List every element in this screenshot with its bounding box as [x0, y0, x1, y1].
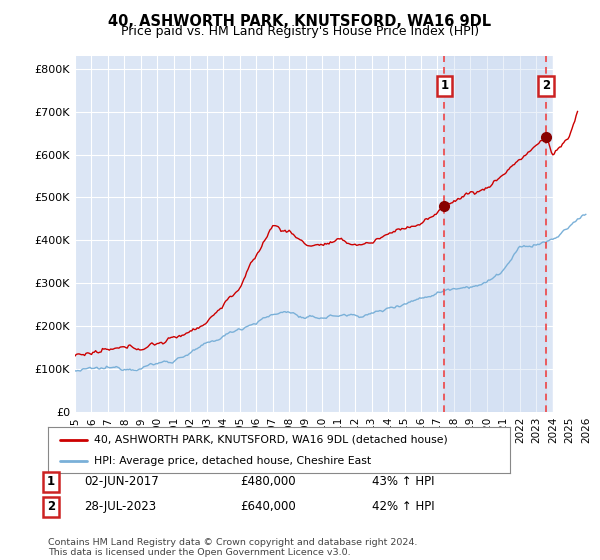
- Text: 40, ASHWORTH PARK, KNUTSFORD, WA16 9DL (detached house): 40, ASHWORTH PARK, KNUTSFORD, WA16 9DL (…: [94, 435, 448, 445]
- Text: 02-JUN-2017: 02-JUN-2017: [84, 475, 159, 488]
- Text: 40, ASHWORTH PARK, KNUTSFORD, WA16 9DL: 40, ASHWORTH PARK, KNUTSFORD, WA16 9DL: [109, 14, 491, 29]
- Text: HPI: Average price, detached house, Cheshire East: HPI: Average price, detached house, Ches…: [94, 456, 371, 466]
- Text: 28-JUL-2023: 28-JUL-2023: [84, 500, 156, 514]
- Text: 43% ↑ HPI: 43% ↑ HPI: [372, 475, 434, 488]
- Text: 2: 2: [47, 500, 55, 514]
- Text: £480,000: £480,000: [240, 475, 296, 488]
- Bar: [445, 56, 546, 412]
- Text: 1: 1: [440, 80, 448, 92]
- Text: £640,000: £640,000: [240, 500, 296, 514]
- Bar: [553, 56, 594, 412]
- Text: 2: 2: [542, 80, 550, 92]
- Text: 42% ↑ HPI: 42% ↑ HPI: [372, 500, 434, 514]
- Text: Contains HM Land Registry data © Crown copyright and database right 2024.
This d: Contains HM Land Registry data © Crown c…: [48, 538, 418, 557]
- Text: Price paid vs. HM Land Registry's House Price Index (HPI): Price paid vs. HM Land Registry's House …: [121, 25, 479, 38]
- Text: 1: 1: [47, 475, 55, 488]
